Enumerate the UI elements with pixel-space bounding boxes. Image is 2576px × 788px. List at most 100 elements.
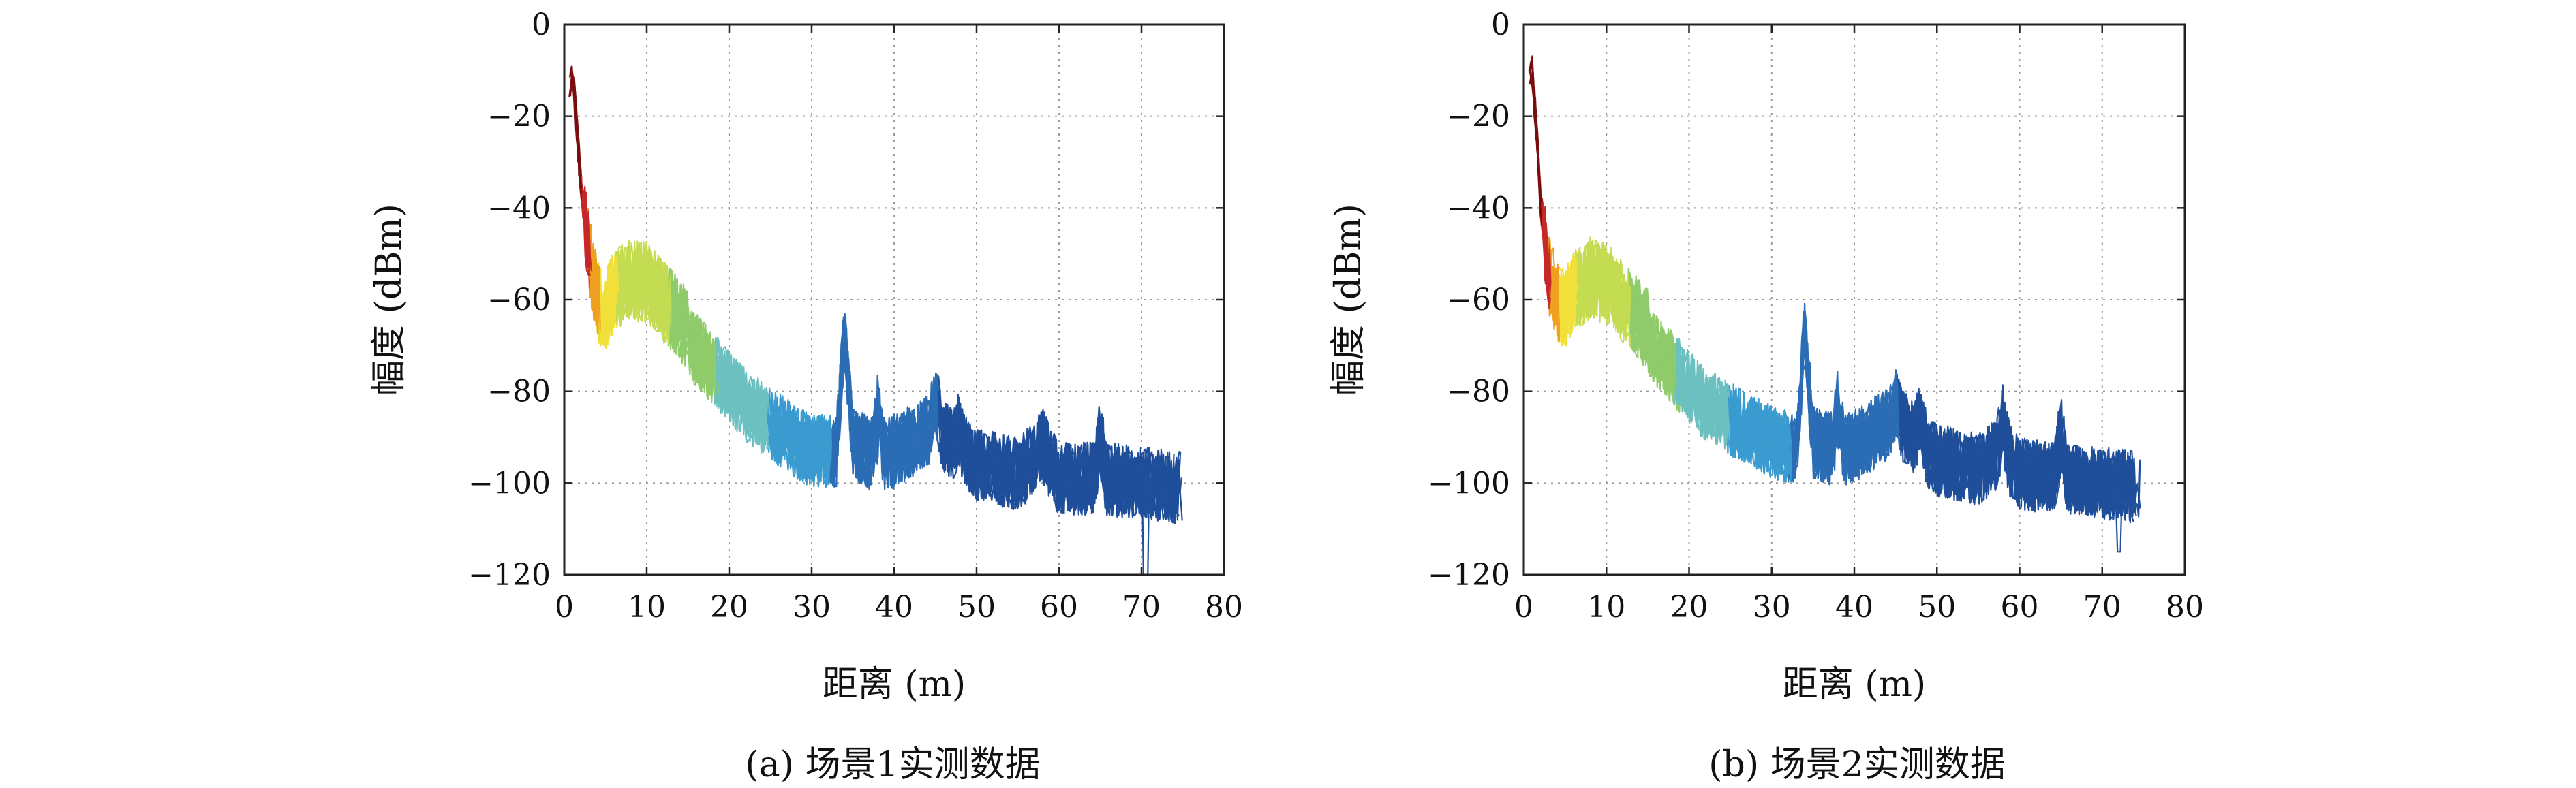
- y-tick-label: −120: [1428, 558, 1510, 593]
- series-trace-segment: [2134, 459, 2141, 518]
- series-trace-segment: [848, 392, 860, 483]
- series-trace-segment: [1169, 468, 1180, 518]
- x-tick-label: 10: [1587, 590, 1625, 625]
- series-trace-segment: [1657, 318, 1668, 367]
- series-trace-segment: [1152, 450, 1163, 491]
- y-tick-label: −60: [487, 283, 551, 317]
- series-trace-segment: [1161, 456, 1171, 511]
- series-trace-segment: [2130, 471, 2141, 509]
- series-trace-segment: [724, 351, 735, 417]
- series-group-a: [568, 65, 1183, 576]
- series-trace-segment: [1826, 416, 1837, 482]
- x-tick-label: 30: [793, 590, 831, 625]
- series-trace-segment: [1693, 394, 1704, 428]
- series-trace-segment: [1612, 259, 1623, 319]
- series-trace-segment: [706, 336, 717, 396]
- series-trace-segment: [1036, 411, 1047, 482]
- series-trace-segment: [1532, 91, 1544, 203]
- series-trace-segment: [733, 365, 743, 422]
- x-ticks-a: 0 10 20 30 40 50 60 70 80: [555, 25, 1243, 625]
- series-trace-segment: [1150, 454, 1161, 515]
- series-trace-segment: [706, 337, 718, 394]
- series-trace-segment: [1987, 426, 1998, 491]
- series-trace-segment: [2067, 450, 2079, 511]
- y-axis-title-b: 幅度 (dBm): [1328, 204, 1369, 396]
- series-trace-segment: [1018, 443, 1029, 499]
- series-trace-segment: [572, 76, 583, 193]
- series-trace-segment: [1952, 438, 1963, 497]
- series-trace-segment: [910, 415, 921, 475]
- series-trace-segment: [1836, 430, 1847, 464]
- series-trace-segment: [1738, 402, 1749, 456]
- series-trace-segment: [1009, 475, 1019, 507]
- y-tick-label: −120: [468, 558, 551, 593]
- series-trace-segment: [1853, 408, 1864, 475]
- series-trace-segment: [920, 396, 931, 468]
- series-trace-segment: [626, 250, 637, 319]
- series-trace-segment: [1612, 261, 1623, 319]
- series-trace-segment: [662, 261, 673, 345]
- series-trace-segment: [910, 441, 922, 464]
- series-trace-segment: [1790, 414, 1800, 477]
- x-tick-label: 60: [2001, 590, 2039, 625]
- series-trace-segment: [973, 439, 985, 459]
- series-trace-segment: [858, 413, 869, 483]
- series-trace-segment: [1961, 436, 1972, 497]
- series-trace-segment: [1071, 462, 1082, 507]
- series-trace-segment: [1809, 392, 1820, 479]
- series-trace-segment: [1782, 420, 1793, 482]
- series-trace-segment: [1053, 437, 1064, 500]
- series-trace-segment: [1755, 405, 1766, 460]
- series-trace-segment: [1133, 464, 1144, 513]
- series-trace-segment: [1880, 392, 1891, 452]
- x-axis-title-a: 距离 (m): [823, 664, 966, 705]
- series-trace-segment: [2121, 465, 2132, 521]
- series-trace-segment: [1098, 428, 1109, 494]
- x-tick-label: 10: [628, 590, 666, 625]
- series-trace-segment: [911, 410, 922, 468]
- series-trace-segment: [1559, 274, 1570, 345]
- series-trace-segment: [1621, 273, 1633, 350]
- series-trace-segment: [1603, 244, 1614, 325]
- series-trace-segment: [1684, 353, 1695, 425]
- series-trace-segment: [928, 387, 939, 444]
- series-trace-segment: [795, 408, 806, 462]
- series-trace-segment: [1719, 387, 1731, 441]
- series-trace-segment: [795, 409, 806, 480]
- series-trace-segment: [2005, 422, 2017, 500]
- series-trace-segment: [1045, 425, 1056, 495]
- series-trace-segment: [1567, 253, 1578, 305]
- series-trace-segment: [1629, 279, 1640, 353]
- series-trace-segment: [1943, 431, 1954, 499]
- series-trace-segment: [1630, 300, 1642, 357]
- x-tick-label: 80: [1205, 590, 1243, 625]
- series-trace-segment: [1080, 442, 1091, 494]
- series-trace-segment: [2094, 460, 2105, 518]
- series-trace-segment: [2103, 462, 2114, 520]
- series-trace-segment: [589, 224, 600, 311]
- series-trace-segment: [1594, 253, 1606, 324]
- series-trace-segment: [1595, 245, 1606, 311]
- series-trace-segment: [741, 379, 752, 443]
- series-trace-segment: [598, 288, 609, 347]
- series-trace-segment: [1711, 377, 1721, 422]
- series-trace-segment: [581, 187, 593, 272]
- series-trace-segment: [653, 257, 664, 315]
- y-tick-label: 0: [532, 7, 551, 42]
- series-trace-segment: [831, 416, 842, 469]
- series-trace-segment: [2014, 448, 2025, 500]
- series-trace-segment: [1764, 410, 1775, 467]
- series-trace-segment: [1549, 263, 1561, 343]
- series-trace-segment: [1000, 437, 1011, 469]
- y-tick-label: −40: [1447, 191, 1510, 225]
- series-trace-segment: [1925, 421, 1936, 491]
- series-trace-segment: [778, 409, 788, 438]
- y-tick-label: 0: [1491, 7, 1510, 42]
- series-trace-segment: [679, 296, 690, 367]
- series-trace-segment: [822, 415, 833, 488]
- series-trace-segment: [1800, 313, 1811, 394]
- chart-panel-a: 0 10 20 30 40 50 60 70 80 0−20−40−60−80−100−120 …: [369, 7, 1243, 785]
- x-tick-label: 50: [957, 590, 996, 625]
- series-trace-segment: [1134, 447, 1145, 513]
- series-trace-segment: [1008, 443, 1019, 506]
